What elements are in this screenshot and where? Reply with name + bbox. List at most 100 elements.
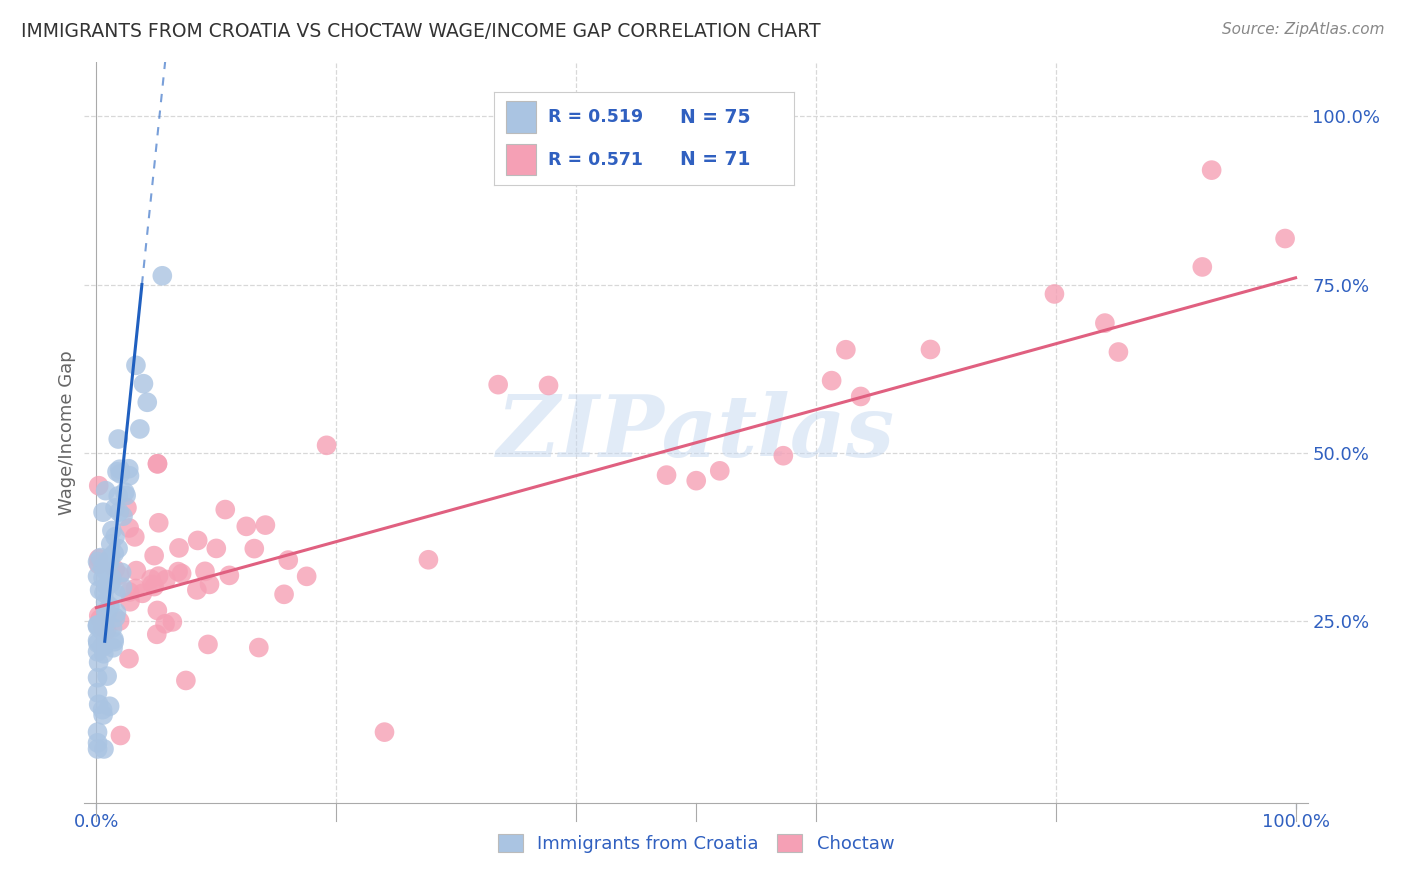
Point (94, 605, 117, 619)
Point (107, 541, 129, 556)
Point (162, 615, 184, 629)
Point (277, 553, 299, 567)
Point (709, 464, 731, 478)
Point (146, 603, 169, 617)
Point (139, 572, 162, 586)
Point (114, 485, 136, 500)
Point (104, 500, 127, 515)
Point (97, 554, 120, 568)
Point (486, 377, 509, 392)
Point (101, 524, 124, 538)
Point (167, 541, 190, 555)
Point (111, 509, 134, 524)
Point (111, 580, 134, 594)
Point (254, 518, 277, 533)
Point (105, 605, 128, 619)
Point (104, 586, 127, 600)
Point (96, 669, 118, 683)
Legend: Immigrants from Croatia, Choctaw: Immigrants from Croatia, Choctaw (491, 827, 901, 861)
Point (115, 488, 138, 502)
Point (1043, 287, 1066, 301)
Point (86, 686, 108, 700)
Point (1191, 260, 1213, 274)
Point (146, 457, 169, 471)
Point (146, 627, 169, 641)
Point (86, 645, 108, 659)
Point (214, 502, 236, 516)
Point (91, 624, 114, 638)
Point (86, 569, 108, 583)
Point (87, 558, 110, 572)
Point (91, 708, 114, 723)
Point (118, 461, 141, 475)
Point (89, 582, 111, 597)
Point (198, 577, 221, 591)
Point (87, 636, 110, 650)
Point (108, 462, 131, 476)
Point (146, 457, 169, 471)
Point (91, 571, 114, 585)
Point (96, 624, 118, 638)
Point (835, 343, 858, 357)
Point (143, 580, 166, 594)
Point (1274, 231, 1296, 245)
Point (418, 553, 440, 567)
Y-axis label: Wage/Income Gap: Wage/Income Gap (58, 351, 76, 515)
Point (115, 500, 138, 515)
Point (124, 582, 146, 596)
Point (93, 742, 115, 756)
Point (247, 640, 270, 655)
Point (1094, 316, 1116, 330)
Point (174, 673, 197, 688)
Point (96, 579, 118, 593)
Point (103, 634, 125, 648)
Point (105, 465, 128, 479)
Point (118, 521, 141, 535)
Point (1107, 345, 1129, 359)
Point (86, 617, 108, 632)
Point (87, 478, 110, 492)
Point (91, 560, 114, 574)
Point (197, 637, 219, 651)
Point (153, 616, 176, 631)
Point (128, 422, 150, 436)
Point (155, 573, 177, 587)
Point (86, 633, 108, 648)
Point (87, 608, 110, 623)
Point (218, 568, 240, 582)
Point (91, 703, 114, 717)
Point (94, 483, 117, 498)
Point (93, 617, 115, 632)
Point (87, 698, 110, 712)
Point (136, 395, 159, 409)
Point (148, 569, 170, 583)
Point (125, 564, 148, 578)
Point (98, 599, 121, 614)
Point (118, 585, 141, 599)
Point (170, 566, 193, 581)
Point (373, 725, 395, 739)
Point (108, 568, 131, 582)
Point (104, 562, 127, 576)
Point (143, 549, 166, 563)
Point (132, 376, 155, 391)
Point (93, 639, 115, 653)
Point (110, 467, 132, 481)
Point (100, 550, 122, 565)
Point (167, 565, 190, 579)
Point (1201, 163, 1223, 178)
Point (849, 389, 872, 403)
Point (86, 671, 108, 685)
Point (125, 359, 148, 373)
Point (94, 563, 117, 577)
Text: ZIPatlas: ZIPatlas (496, 391, 896, 475)
Point (920, 343, 942, 357)
Point (205, 541, 228, 556)
Point (685, 474, 707, 488)
Point (86, 725, 108, 739)
Point (235, 519, 257, 533)
Point (93, 585, 115, 599)
Point (91, 640, 114, 654)
Point (91, 621, 114, 635)
Point (86, 619, 108, 633)
